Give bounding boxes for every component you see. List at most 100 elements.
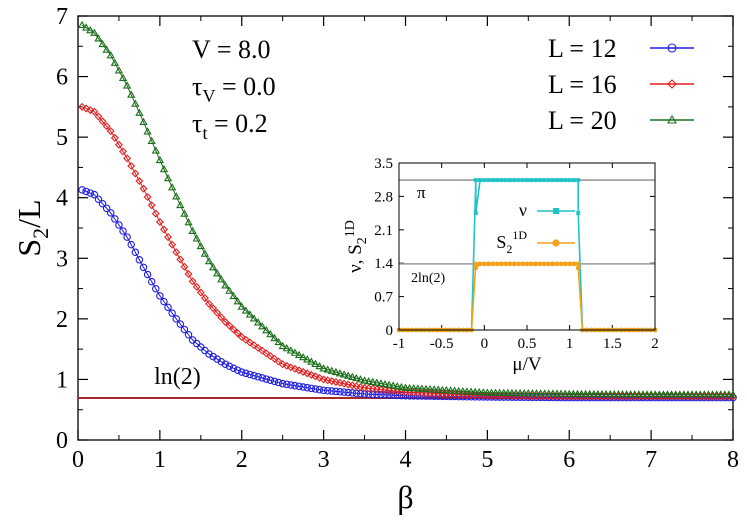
inset-plot-frame: [398, 162, 656, 331]
data-point: [282, 344, 291, 352]
data-point: [483, 393, 492, 401]
data-point: [520, 393, 528, 402]
inset-point: [478, 178, 483, 183]
data-point: [327, 366, 336, 374]
inset-point: [473, 178, 478, 183]
data-point: [561, 389, 570, 397]
inset-point: [495, 178, 500, 183]
data-point: [516, 393, 524, 401]
data-point: [118, 73, 128, 82]
inset-point: [503, 178, 508, 183]
inset-x-tick-label: 2: [651, 336, 659, 352]
legend-label: L = 20: [548, 106, 617, 135]
inset-point: [494, 261, 500, 267]
data-point: [638, 390, 648, 398]
data-point: [491, 388, 500, 396]
data-point: [225, 362, 234, 371]
data-point: [258, 322, 267, 330]
data-point: [114, 140, 123, 149]
data-point: [258, 346, 267, 355]
data-point: [606, 389, 615, 398]
data-point: [135, 108, 144, 116]
data-point: [205, 299, 213, 308]
data-point: [303, 369, 312, 378]
data-point: [417, 384, 427, 392]
inset-legend-label: S21D: [496, 228, 527, 256]
data-point: [241, 335, 250, 344]
inset-point: [507, 261, 513, 267]
data-point: [679, 390, 689, 398]
data-point: [278, 379, 287, 388]
data-point: [94, 195, 103, 203]
data-point: [532, 389, 541, 397]
x-tick-label: 6: [563, 447, 575, 473]
data-point: [413, 384, 422, 392]
inset-point: [528, 261, 534, 267]
data-point: [323, 386, 332, 395]
y-tick-label: 0: [56, 428, 68, 454]
data-point: [479, 393, 488, 401]
data-point: [368, 390, 377, 399]
data-point: [82, 104, 91, 113]
data-point: [708, 390, 717, 398]
data-point: [274, 357, 283, 366]
inset-point: [576, 211, 581, 216]
data-point: [213, 269, 222, 277]
data-point: [552, 389, 562, 397]
data-point: [155, 155, 165, 164]
data-point: [94, 112, 103, 121]
inset-point: [542, 178, 547, 183]
inset-y-tick-label: 2.1: [374, 223, 393, 239]
inset-point: [516, 261, 521, 267]
data-point: [90, 28, 99, 36]
data-point: [585, 389, 594, 398]
data-point: [270, 377, 279, 386]
data-point: [438, 385, 447, 394]
data-point: [164, 303, 172, 312]
data-point: [335, 369, 345, 377]
inset-point: [533, 178, 538, 183]
data-point: [532, 393, 541, 402]
x-tick-label: 2: [236, 447, 248, 473]
data-point: [86, 106, 95, 115]
data-point: [200, 249, 210, 257]
x-tick-label: 7: [645, 447, 657, 473]
inset-point: [486, 261, 491, 267]
data-point: [340, 388, 348, 396]
data-point: [200, 294, 209, 303]
data-point: [78, 186, 86, 194]
data-point: [270, 354, 279, 363]
data-point: [283, 380, 291, 389]
data-point: [196, 241, 205, 250]
legend-label: L = 16: [548, 70, 617, 99]
data-point: [229, 325, 238, 334]
data-point: [225, 286, 234, 294]
inset-point: [563, 178, 568, 183]
data-point: [507, 388, 517, 397]
data-point: [724, 390, 734, 398]
x-tick-label: 3: [318, 447, 330, 473]
inset-point: [490, 178, 495, 183]
main-series-group: [77, 20, 738, 402]
inset-point: [499, 178, 504, 183]
data-point: [328, 387, 336, 395]
data-point: [147, 277, 156, 286]
data-point: [168, 240, 177, 249]
data-point: [266, 329, 275, 338]
inset-point: [575, 261, 581, 267]
data-point: [90, 107, 99, 116]
data-point: [536, 389, 545, 397]
data-point: [512, 393, 520, 401]
data-point: [384, 380, 394, 388]
inset-x-tick-label: -0.5: [430, 336, 454, 352]
data-point: [114, 66, 124, 74]
y-tick-label: 2: [56, 307, 68, 333]
data-point: [397, 382, 406, 391]
parameter-annotations: V = 8.0 τV = 0.0τt = 0.2: [192, 35, 276, 143]
inset-x-tick-label: 0: [481, 336, 489, 352]
data-point: [299, 383, 307, 391]
data-point: [102, 45, 111, 53]
data-point: [258, 374, 266, 382]
data-point: [573, 389, 582, 397]
inset-point: [567, 261, 573, 267]
